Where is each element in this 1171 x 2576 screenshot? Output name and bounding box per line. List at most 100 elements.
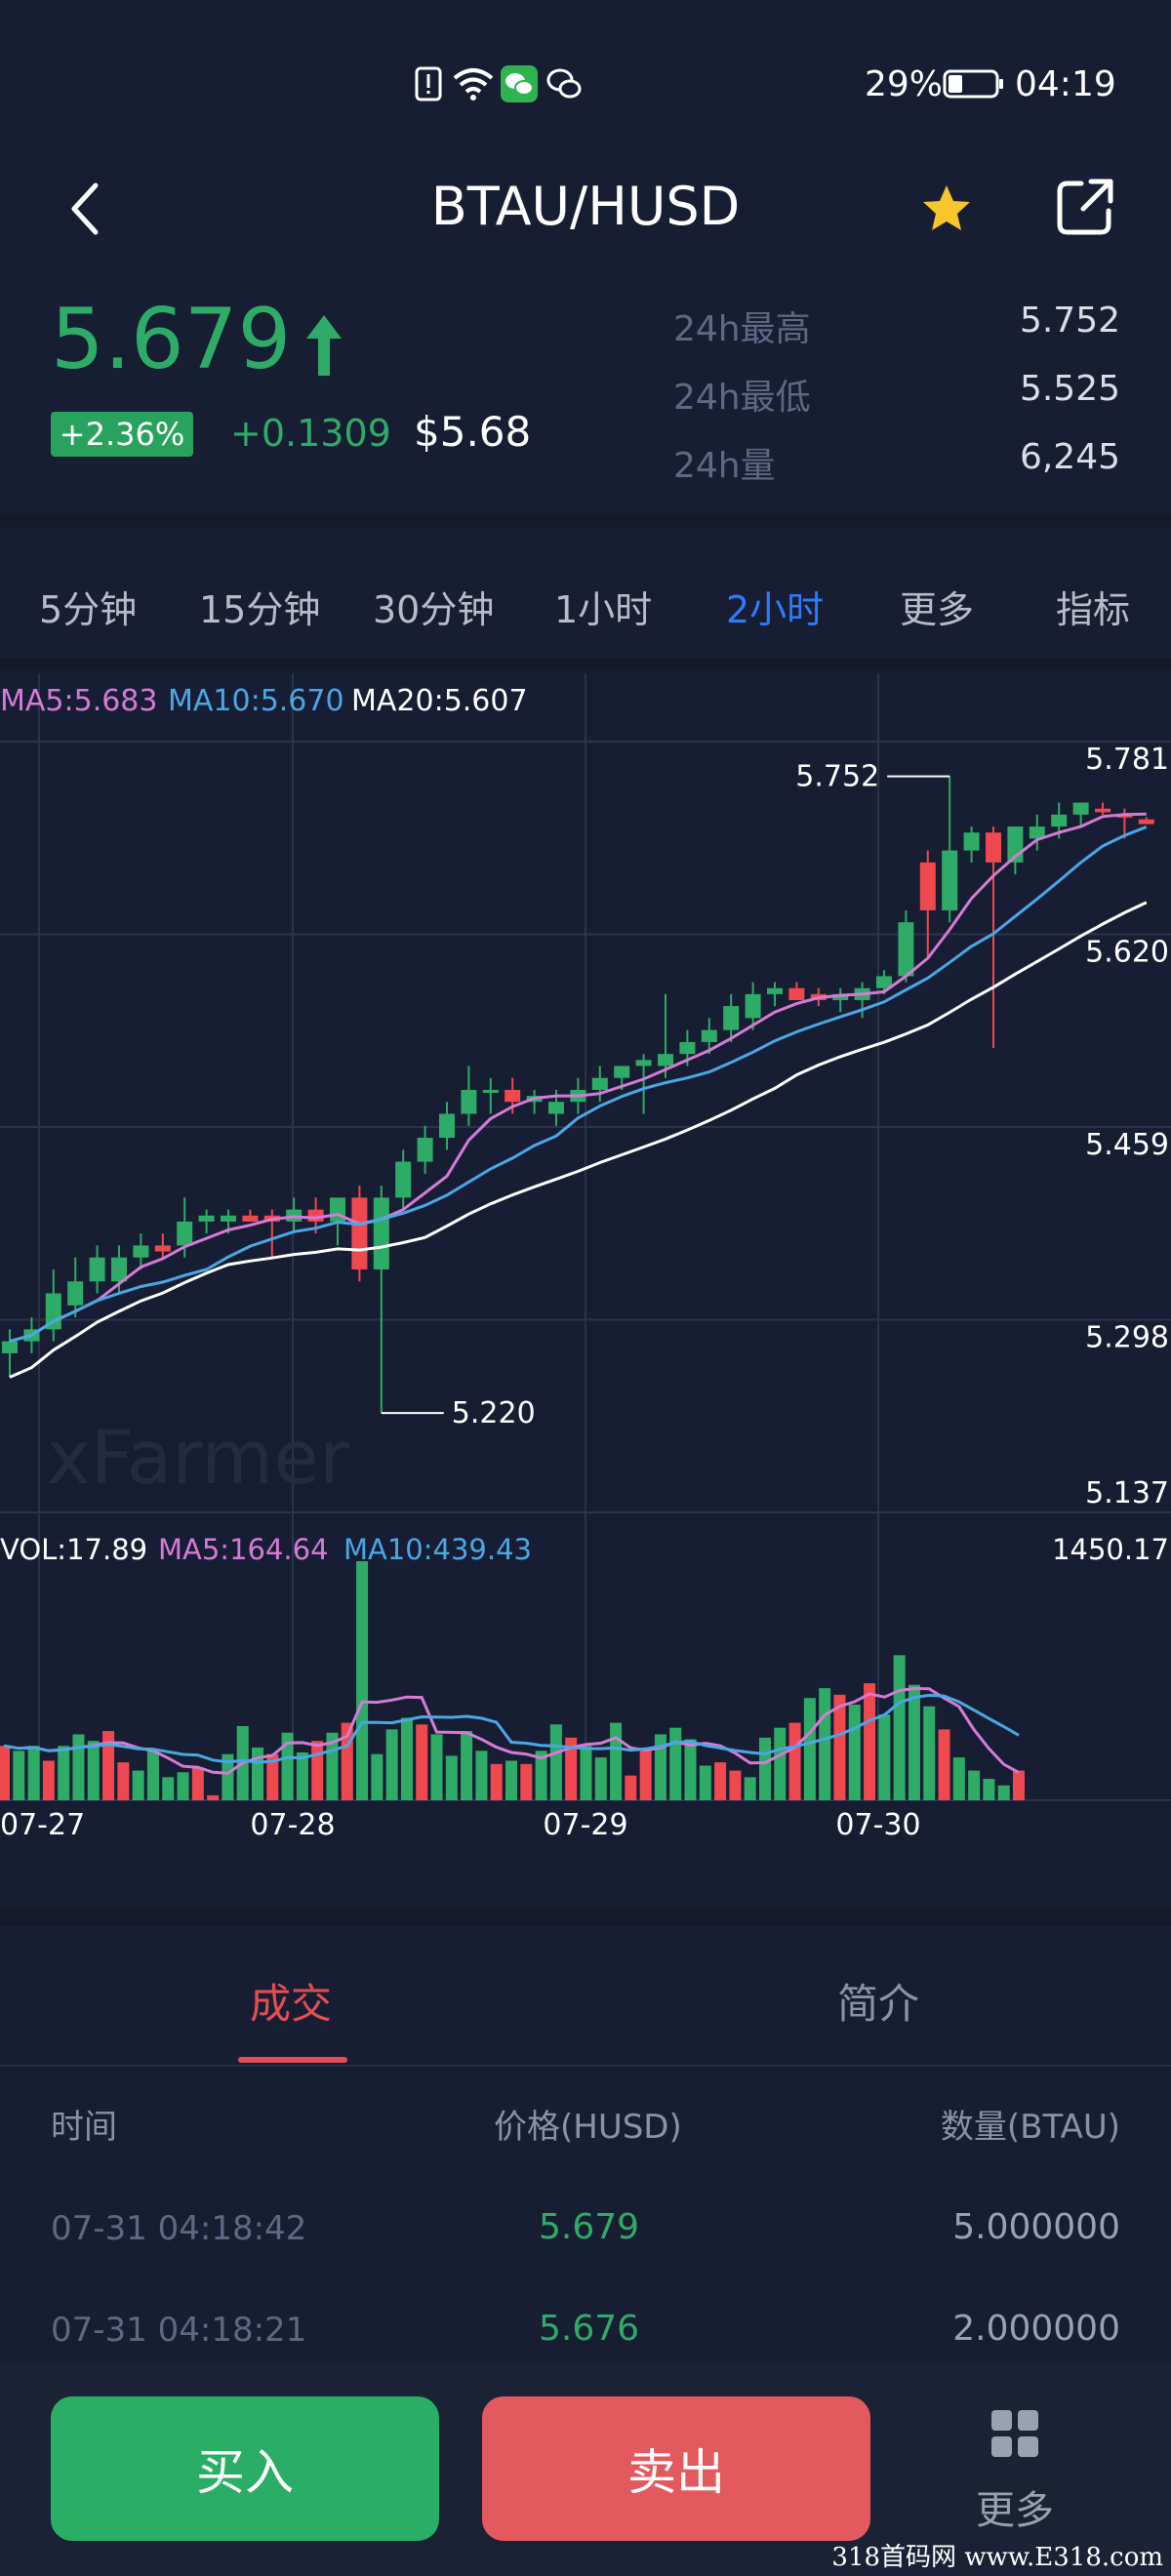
volume-bar xyxy=(549,1724,562,1800)
vol-ma10-line xyxy=(3,1693,1020,1764)
volume-bar xyxy=(669,1727,682,1800)
star-icon xyxy=(923,185,970,230)
candle-body xyxy=(351,1197,368,1269)
candle-body xyxy=(723,1006,740,1030)
col-price: 价格(HUSD) xyxy=(494,2108,682,2147)
status-bar: 29% 04:19 xyxy=(0,0,1171,171)
candle-body xyxy=(679,1041,696,1055)
candle-body xyxy=(658,1054,673,1067)
volume-bar xyxy=(878,1714,891,1800)
volume-bar xyxy=(744,1777,756,1800)
candle-body xyxy=(942,850,958,910)
ma-lines xyxy=(9,812,1148,1379)
volume-bar xyxy=(803,1698,816,1800)
interval-2h[interactable]: 2小时 xyxy=(726,588,825,631)
ma20-legend: MA20:5.607 xyxy=(351,684,528,718)
interval-30m[interactable]: 30分钟 xyxy=(373,588,495,631)
volume-bar xyxy=(759,1737,771,1800)
candle-body xyxy=(1051,814,1068,827)
volume-bar xyxy=(699,1765,711,1800)
favorite-button[interactable] xyxy=(917,180,976,238)
volume-bar xyxy=(952,1757,965,1800)
volume-bar xyxy=(968,1770,981,1800)
candle-body xyxy=(242,1215,259,1222)
last-price: 5.679 xyxy=(51,291,345,388)
sell-button[interactable]: 卖出 xyxy=(482,2396,870,2541)
time-axis: 07-27 07-28 07-29 07-30 xyxy=(0,1808,921,1842)
page-title: BTAU/HUSD xyxy=(430,176,741,237)
ma20-line xyxy=(9,901,1148,1379)
share-icon xyxy=(1057,179,1113,235)
candle-body xyxy=(417,1138,433,1162)
volume-bar xyxy=(983,1779,995,1800)
volume-bar xyxy=(475,1751,488,1800)
grid-icon xyxy=(991,2410,1038,2457)
share-button[interactable] xyxy=(1054,176,1116,238)
stat-high-label: 24h最高 xyxy=(673,309,811,349)
interval-15m[interactable]: 15分钟 xyxy=(199,588,321,631)
back-button[interactable] xyxy=(62,180,111,238)
volume-ma-lines xyxy=(3,1686,1020,1775)
candle-body xyxy=(614,1066,630,1078)
volume-bar xyxy=(87,1741,100,1800)
high-low-markers: 5.752 5.220 xyxy=(381,760,950,1430)
candle-body xyxy=(505,1089,521,1103)
volume-bar xyxy=(0,1746,10,1800)
interval-5m[interactable]: 5分钟 xyxy=(39,588,138,631)
ma10-legend: MA10:5.670 xyxy=(168,684,344,718)
volume-bar xyxy=(252,1747,263,1800)
volume-bar xyxy=(430,1734,443,1800)
candle-body xyxy=(482,1089,499,1093)
candle-body xyxy=(745,993,761,1019)
candle-body xyxy=(919,862,936,910)
volume-bar xyxy=(13,1751,25,1800)
trade-price: 5.676 xyxy=(539,2309,640,2349)
candle-body xyxy=(2,1341,18,1353)
tab-trades[interactable]: 成交 xyxy=(250,1980,333,2028)
interval-1h[interactable]: 1小时 xyxy=(554,588,653,631)
volume-bar xyxy=(714,1762,727,1800)
candle-body xyxy=(1072,802,1089,815)
interval-more[interactable]: 更多 xyxy=(900,588,975,631)
candle-body xyxy=(635,1060,652,1067)
change-amount: +0.1309 xyxy=(230,412,391,455)
kline-chart[interactable]: xFarmer MA5:5.683 MA10:5.670 MA20:5.607 … xyxy=(0,669,1171,1854)
volume-legend: VOL:17.89 MA5:164.64 MA10:439.43 1450.17 xyxy=(0,1533,1169,1566)
clock: 04:19 xyxy=(1015,64,1116,104)
low-marker-label: 5.220 xyxy=(452,1396,536,1430)
volume-bar xyxy=(625,1775,637,1800)
candle-body xyxy=(395,1161,412,1198)
candle-body xyxy=(876,976,892,988)
volume-bar xyxy=(162,1777,175,1800)
volume-bar xyxy=(610,1722,623,1800)
volume-bar xyxy=(505,1760,517,1800)
indicators-button[interactable]: 指标 xyxy=(1056,588,1131,631)
candle-body xyxy=(133,1245,149,1258)
volume-bars xyxy=(0,1561,1025,1800)
volume-bar xyxy=(864,1683,876,1800)
buy-button[interactable]: 买入 xyxy=(51,2396,439,2541)
more-button[interactable]: 更多 xyxy=(956,2400,1073,2547)
more-label: 更多 xyxy=(976,2488,1054,2533)
volume-bar xyxy=(923,1706,936,1800)
volume-bar xyxy=(42,1760,55,1800)
candle-body xyxy=(963,832,980,851)
volume-bar xyxy=(774,1727,787,1800)
tab-intro[interactable]: 简介 xyxy=(837,1980,920,2028)
candle-body xyxy=(67,1281,84,1306)
volume-bar xyxy=(58,1746,70,1800)
ma5-line xyxy=(9,812,1147,1344)
trade-qty: 2.000000 xyxy=(952,2309,1120,2349)
candle-body xyxy=(832,993,849,1000)
volume-bar xyxy=(654,1734,666,1800)
volume-bar xyxy=(266,1753,279,1800)
candle-body xyxy=(373,1197,389,1269)
candle-body xyxy=(898,922,914,977)
volume-bar xyxy=(385,1729,398,1800)
price-tick-label: 5.298 xyxy=(1085,1321,1169,1355)
chart-bottom-divider xyxy=(0,1909,1171,1926)
ma10-line xyxy=(9,825,1148,1344)
vol-ma5-legend: MA5:164.64 xyxy=(158,1533,329,1566)
volume-bar xyxy=(146,1749,159,1800)
candle-body xyxy=(548,1102,564,1114)
